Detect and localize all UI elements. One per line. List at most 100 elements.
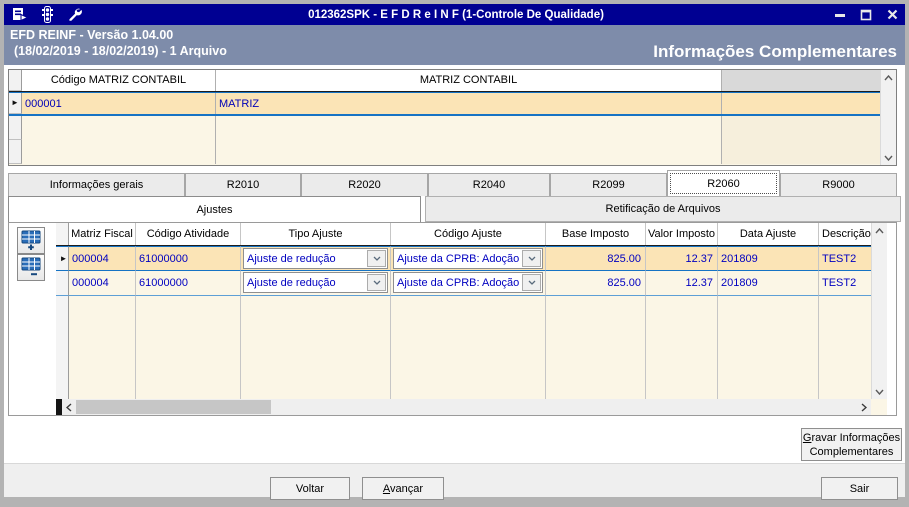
column-header-empty <box>722 70 896 91</box>
cell-base-imposto[interactable]: 825.00 <box>546 271 646 296</box>
column-header-codigo-matriz[interactable]: Código MATRIZ CONTABIL <box>22 70 216 91</box>
column-header-valor-imposto[interactable]: Valor Imposto <box>646 223 718 245</box>
cell-matriz-fiscal[interactable]: 000004 <box>69 246 136 271</box>
column-header-base-imposto[interactable]: Base Imposto <box>546 223 646 245</box>
avancar-button[interactable]: Avançar <box>362 477 444 500</box>
chevron-down-icon[interactable] <box>522 250 541 267</box>
tab-r2099[interactable]: R2099 <box>550 173 667 196</box>
grid-hscrollbar[interactable] <box>56 399 871 415</box>
scroll-down-icon[interactable] <box>881 150 897 165</box>
cell-codigo-ajuste: Ajuste da CPRB: Adoção d <box>391 246 546 271</box>
tab-r9000[interactable]: R9000 <box>780 173 897 196</box>
column-header-matriz-contabil[interactable]: MATRIZ CONTABIL <box>216 70 722 91</box>
cell-codigo-ajuste: Ajuste da CPRB: Adoção d <box>391 271 546 296</box>
ajustes-grid: Matriz Fiscal Código Atividade Tipo Ajus… <box>56 223 887 415</box>
chevron-down-icon[interactable] <box>522 274 541 291</box>
cell-matriz-fiscal[interactable]: 000004 <box>69 271 136 296</box>
scrollbar-corner <box>871 399 887 415</box>
tab-label: Informações gerais <box>49 179 144 191</box>
gutter-cell <box>9 116 22 140</box>
cell-valor-imposto[interactable]: 12.37 <box>646 271 718 296</box>
cell-empty <box>216 140 722 164</box>
maximize-button[interactable] <box>853 6 879 23</box>
cell-tipo-ajuste: Ajuste de redução <box>241 271 391 296</box>
minimize-button[interactable] <box>827 6 853 23</box>
mnemonic: G <box>802 431 812 444</box>
row-indicator-cell: ► <box>56 246 69 271</box>
matriz-table-header: Código MATRIZ CONTABIL MATRIZ CONTABIL <box>9 70 896 92</box>
cell-codigo-atividade[interactable]: 61000000 <box>136 246 241 271</box>
tab-label: R2020 <box>348 179 381 191</box>
splitter-handle[interactable] <box>56 399 62 415</box>
matriz-row-empty[interactable] <box>9 116 896 140</box>
tab-label: R2010 <box>226 179 260 191</box>
scroll-down-icon[interactable] <box>872 384 888 399</box>
ajustes-panel: Matriz Fiscal Código Atividade Tipo Ajus… <box>8 222 897 416</box>
tab-r2040[interactable]: R2040 <box>428 173 550 196</box>
scroll-right-icon[interactable] <box>857 399 871 415</box>
cell-data-ajuste[interactable]: 201809 <box>718 246 819 271</box>
column-header-data-ajuste[interactable]: Data Ajuste <box>718 223 819 245</box>
column-header-matriz-fiscal[interactable]: Matriz Fiscal <box>69 223 136 245</box>
chevron-down-icon[interactable] <box>367 274 386 291</box>
cell-descricao[interactable]: TEST2 <box>819 246 871 271</box>
voltar-button[interactable]: Voltar <box>270 477 350 500</box>
subtab-retificacao-arquivos[interactable]: Retificação de Arquivos <box>425 196 901 222</box>
gravar-informacoes-button[interactable]: Gravar Informações Complementares <box>801 428 902 461</box>
grid-vscrollbar[interactable] <box>871 223 887 399</box>
form-icon[interactable] <box>9 6 31 23</box>
gutter-header-cell <box>56 223 69 245</box>
chevron-down-icon[interactable] <box>367 250 386 267</box>
column-header-descricao[interactable]: Descrição <box>822 228 871 240</box>
table-row[interactable]: 000004 61000000 Ajuste de redução Ajuste… <box>56 271 871 296</box>
add-row-button[interactable] <box>17 227 45 254</box>
tab-r2060-selected[interactable]: R2060 <box>667 170 780 196</box>
tipo-ajuste-select[interactable]: Ajuste de redução <box>243 248 388 269</box>
page-title: Informações Complementares <box>653 42 897 61</box>
gutter-cell <box>9 140 22 164</box>
subtab-strip: Ajustes Retificação de Arquivos <box>8 196 901 222</box>
codigo-ajuste-select[interactable]: Ajuste da CPRB: Adoção d <box>393 248 543 269</box>
scroll-up-icon[interactable] <box>872 223 888 238</box>
tab-informacoes-gerais[interactable]: Informações gerais <box>8 173 185 196</box>
grid-empty-area <box>56 296 871 399</box>
scroll-left-icon[interactable] <box>62 399 76 415</box>
matriz-row-selected[interactable]: ► 000001 MATRIZ <box>9 92 896 116</box>
row-indicator-icon: ► <box>59 253 68 263</box>
mnemonic: A <box>382 482 391 495</box>
column-header-codigo-atividade[interactable]: Código Atividade <box>136 223 241 245</box>
sair-button[interactable]: Sair <box>821 477 898 500</box>
tab-r2020[interactable]: R2020 <box>301 173 428 196</box>
tab-label: R2040 <box>472 179 506 191</box>
column-header-codigo-ajuste[interactable]: Código Ajuste <box>391 223 546 245</box>
traffic-light-icon[interactable] <box>36 6 58 23</box>
column-header-tipo-ajuste[interactable]: Tipo Ajuste <box>241 223 391 245</box>
subtab-ajustes-selected[interactable]: Ajustes <box>8 196 421 222</box>
tab-r2010[interactable]: R2010 <box>185 173 301 196</box>
cell-codigo[interactable]: 000001 <box>22 93 216 114</box>
table-row[interactable]: ► 000004 61000000 Ajuste de redução Ajus… <box>56 246 871 271</box>
cell-data-ajuste[interactable]: 201809 <box>718 271 819 296</box>
tab-strip: Informações gerais R2010 R2020 R2040 R20… <box>8 170 901 196</box>
cell-base-imposto[interactable]: 825.00 <box>546 246 646 271</box>
cell-codigo-atividade[interactable]: 61000000 <box>136 271 241 296</box>
hscroll-track[interactable] <box>76 399 857 415</box>
cell-empty <box>722 140 896 164</box>
tipo-ajuste-select[interactable]: Ajuste de redução <box>243 272 388 293</box>
hscroll-thumb[interactable] <box>76 400 271 414</box>
close-button[interactable] <box>879 6 905 23</box>
row-indicator-icon: ► <box>11 98 19 107</box>
matriz-row-empty[interactable] <box>9 140 896 164</box>
scroll-up-icon[interactable] <box>881 70 897 85</box>
cell-empty <box>722 116 896 140</box>
cell-valor-imposto[interactable]: 12.37 <box>646 246 718 271</box>
matriz-table-vscrollbar[interactable] <box>880 70 896 165</box>
cell-empty <box>718 296 819 399</box>
delete-row-button[interactable] <box>17 254 45 281</box>
cell-nome[interactable]: MATRIZ <box>216 93 722 114</box>
label-rest: ravar Informações <box>811 431 901 444</box>
codigo-ajuste-select[interactable]: Ajuste da CPRB: Adoção d <box>393 272 543 293</box>
cell-empty <box>241 296 391 399</box>
wrench-icon[interactable] <box>63 6 85 23</box>
cell-descricao[interactable]: TEST2 <box>819 271 871 296</box>
